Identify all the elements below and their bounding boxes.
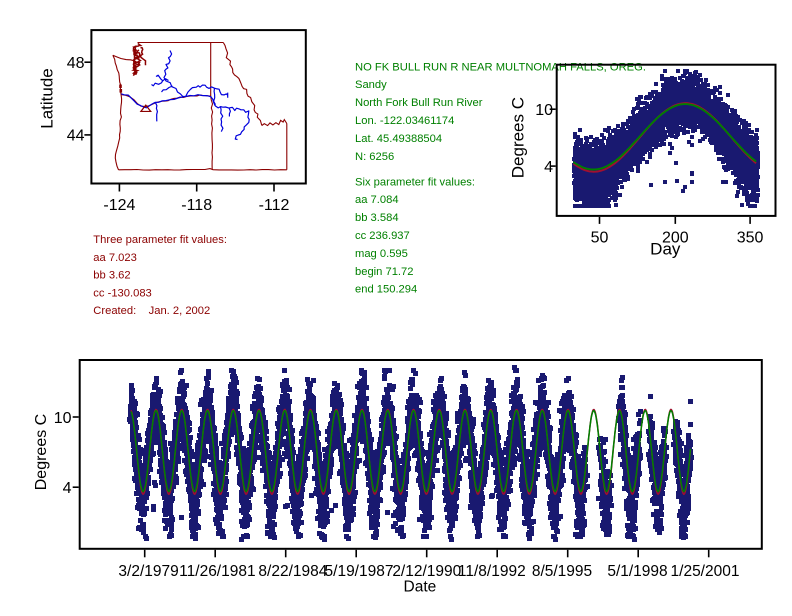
- svg-text:Lon. -122.03461174: Lon. -122.03461174: [355, 115, 454, 127]
- svg-text:mag 0.595: mag 0.595: [355, 248, 408, 260]
- svg-text:50: 50: [591, 230, 609, 247]
- svg-text:Latitude: Latitude: [38, 68, 57, 129]
- svg-text:10: 10: [535, 102, 553, 119]
- svg-text:-124: -124: [103, 197, 135, 214]
- svg-text:Degrees C: Degrees C: [509, 97, 528, 178]
- svg-text:bb 3.584: bb 3.584: [355, 212, 399, 224]
- svg-text:3/2/1979: 3/2/1979: [118, 563, 178, 580]
- svg-text:cc -130.083: cc -130.083: [93, 287, 151, 299]
- svg-text:Day: Day: [650, 240, 681, 259]
- svg-text:aa 7.023: aa 7.023: [93, 252, 137, 264]
- svg-text:5/1/1998: 5/1/1998: [607, 563, 667, 580]
- svg-text:Three parameter fit values:: Three parameter fit values:: [93, 234, 227, 246]
- svg-text:200: 200: [662, 230, 689, 247]
- svg-text:48: 48: [67, 55, 85, 72]
- svg-text:Lat. 45.49388504: Lat. 45.49388504: [355, 133, 442, 145]
- svg-text:1/25/2001: 1/25/2001: [671, 563, 740, 580]
- svg-text:4: 4: [63, 480, 72, 497]
- svg-text:11/8/1992: 11/8/1992: [458, 563, 526, 580]
- svg-text:2/12/1990: 2/12/1990: [392, 563, 461, 580]
- svg-text:Date: Date: [404, 579, 437, 596]
- svg-text:begin 71.72: begin 71.72: [355, 266, 413, 278]
- svg-text:Six parameter fit values:: Six parameter fit values:: [355, 176, 475, 188]
- svg-text:aa 7.084: aa 7.084: [355, 194, 399, 206]
- svg-text:-118: -118: [181, 197, 212, 214]
- svg-text:44: 44: [67, 128, 85, 145]
- svg-text:8/5/1995: 8/5/1995: [532, 563, 592, 580]
- svg-text:Degrees C: Degrees C: [33, 414, 50, 490]
- svg-text:end 150.294: end 150.294: [355, 284, 417, 296]
- svg-text:8/22/1984: 8/22/1984: [258, 563, 327, 580]
- svg-text:11/26/1981: 11/26/1981: [179, 563, 255, 580]
- svg-text:5/19/1987: 5/19/1987: [325, 563, 394, 580]
- svg-text:bb 3.62: bb 3.62: [93, 270, 130, 282]
- svg-text:North Fork Bull Run River: North Fork Bull Run River: [355, 97, 483, 109]
- svg-text:cc 236.937: cc 236.937: [355, 230, 410, 242]
- svg-text:-112: -112: [259, 197, 290, 214]
- svg-text:4: 4: [544, 159, 553, 176]
- svg-text:NO FK BULL RUN R NEAR MULTNOMA: NO FK BULL RUN R NEAR MULTNOMAH FALLS, O…: [355, 61, 646, 73]
- svg-text:Sandy: Sandy: [355, 79, 387, 91]
- svg-text:Created: Jan. 2, 2002: Created: Jan. 2, 2002: [93, 305, 210, 317]
- svg-text:N: 6256: N: 6256: [355, 151, 394, 163]
- svg-text:10: 10: [54, 410, 72, 427]
- svg-text:350: 350: [737, 230, 764, 247]
